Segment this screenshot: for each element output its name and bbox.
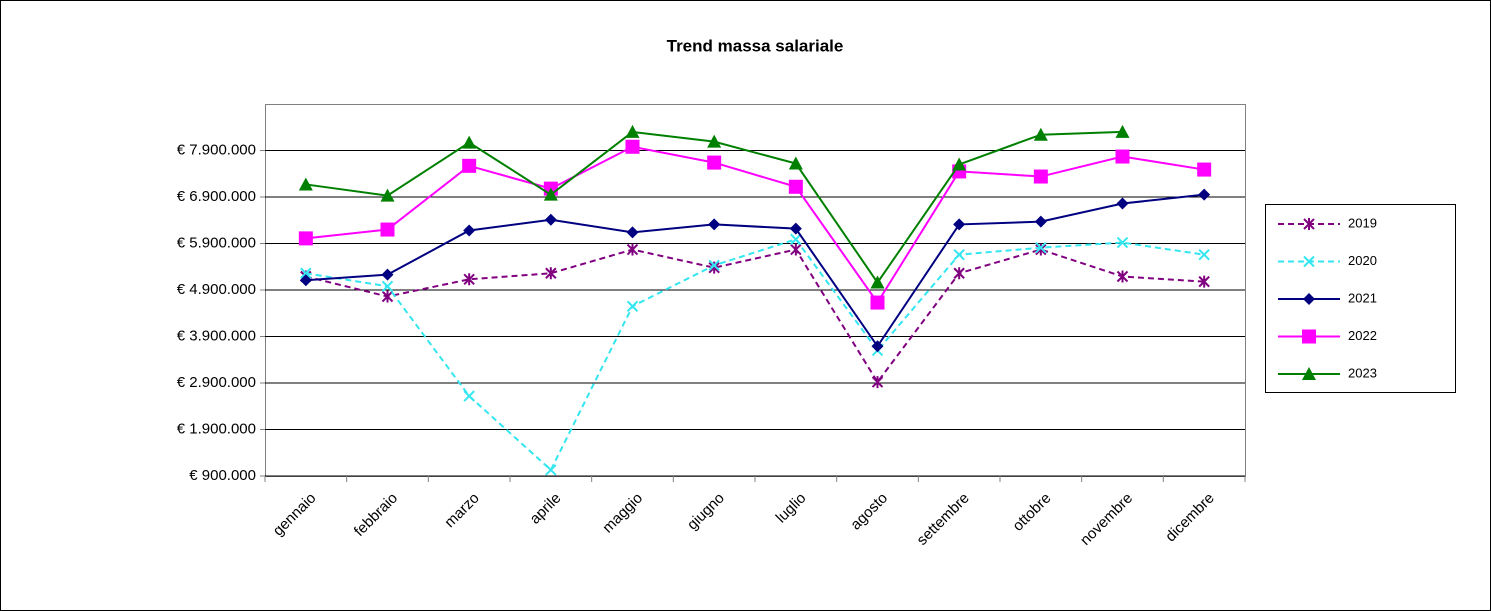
marker [463,224,476,237]
y-tick-label: € 1.900.000 [177,420,256,437]
series-line [305,193,1205,349]
chart-title: Trend massa salariale [667,36,844,55]
marker [953,267,965,280]
legend-label: 2023 [1348,365,1377,380]
marker [952,157,967,171]
marker [1116,236,1129,249]
marker [1115,124,1130,138]
series-line [305,248,1205,384]
legend-label: 2020 [1348,253,1377,268]
marker [626,226,639,239]
marker [1197,162,1212,177]
marker [789,222,802,235]
marker [381,268,394,281]
marker [1033,169,1048,184]
marker [1034,215,1047,228]
legend-label: 2022 [1348,328,1377,343]
marker [871,376,884,389]
y-tick-label: € 6.900.000 [177,188,256,205]
marker [544,213,557,226]
y-tick-label: € 900.000 [189,467,256,484]
marker [953,248,965,261]
marker [381,280,394,292]
marker [1198,188,1211,201]
legend-label: 2021 [1348,290,1377,305]
y-tick-label: € 5.900.000 [177,234,256,251]
y-tick-label: € 7.900.000 [177,141,256,158]
marker [1303,255,1315,268]
marker [1116,270,1129,283]
marker [707,134,722,148]
marker [545,267,557,280]
marker [463,390,475,402]
marker [708,259,720,272]
marker [788,156,803,170]
marker [463,273,475,286]
y-tick-label: € 2.900.000 [177,374,256,391]
marker [381,290,394,303]
marker [626,243,639,256]
marker [1198,275,1210,288]
marker [625,139,640,154]
marker [790,243,802,256]
marker [870,295,885,310]
marker [380,188,395,202]
marker [871,340,884,353]
marker [788,179,803,194]
marker [1035,241,1047,254]
marker [625,124,640,138]
marker [1303,293,1315,305]
marker [870,275,885,289]
marker [1303,218,1315,230]
marker [543,187,558,201]
marker [790,233,802,246]
marker [545,464,557,476]
marker [708,218,721,231]
marker [299,274,312,287]
marker [626,300,639,312]
series-line [305,145,1205,305]
legend-label: 2019 [1348,215,1377,230]
marker [707,155,722,170]
marker [1302,367,1316,380]
marker [300,267,312,279]
marker [298,177,313,191]
marker [953,218,966,231]
y-tick-label: € 3.900.000 [177,327,256,344]
marker [1115,149,1130,164]
marker [708,261,720,274]
marker [298,231,313,246]
marker [1035,243,1047,256]
marker [1033,127,1048,141]
marker [462,135,477,149]
marker [462,158,477,173]
y-tick-label: € 4.900.000 [177,281,256,298]
marker [380,222,395,237]
marker [1116,197,1129,210]
marker [1198,248,1210,261]
marker [1302,329,1316,344]
